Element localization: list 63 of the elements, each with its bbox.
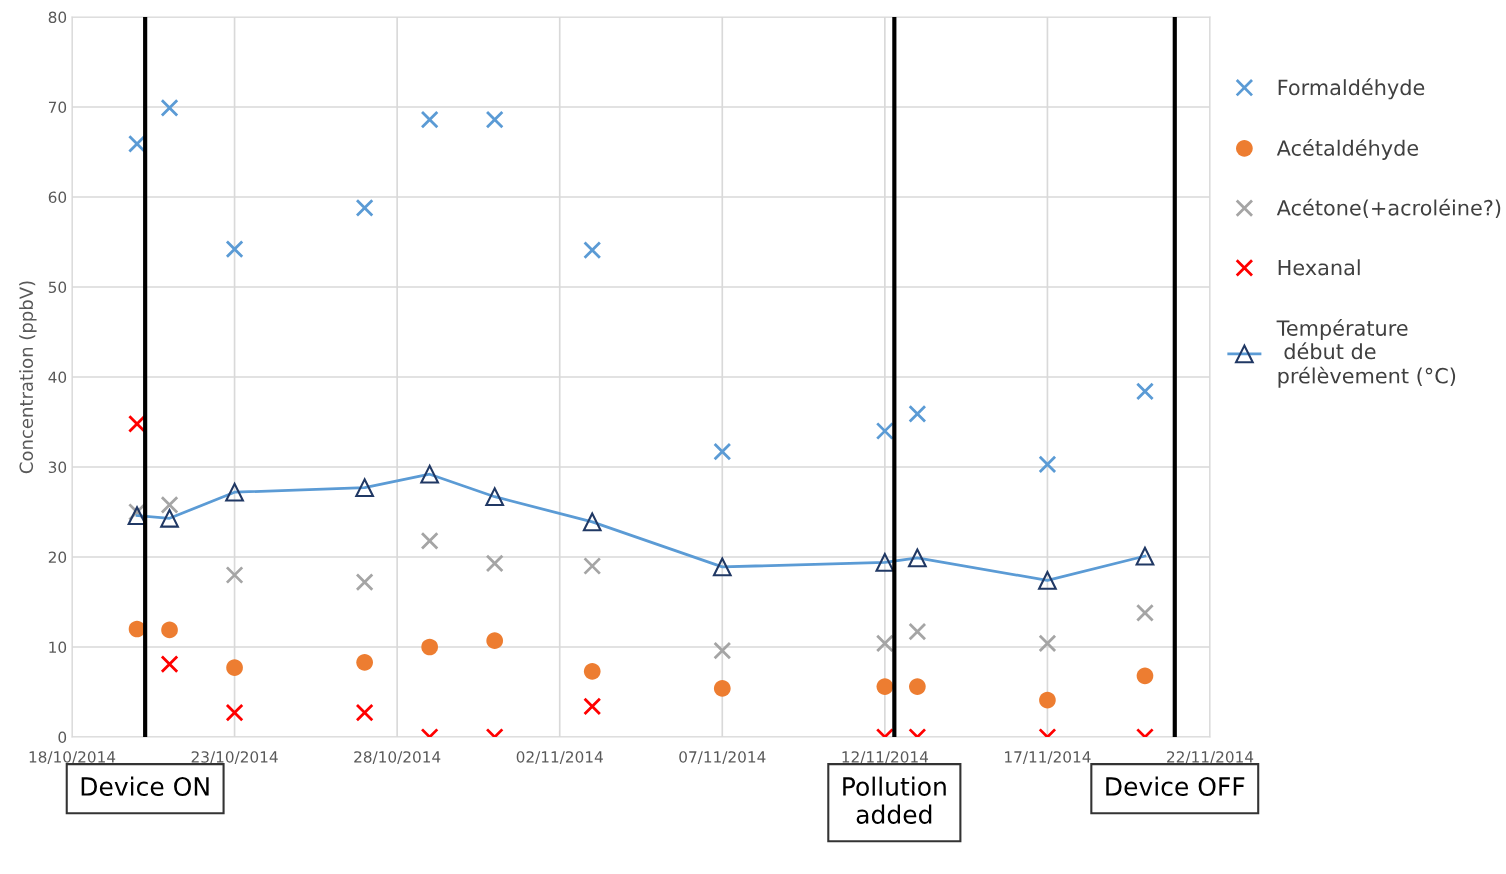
y-axis-title: Concentration (ppbV) bbox=[19, 281, 37, 474]
point bbox=[908, 622, 927, 641]
point bbox=[583, 697, 602, 716]
point bbox=[225, 565, 244, 585]
y-tick-label: 10 bbox=[49, 641, 67, 654]
ref-line-label: Device OFF bbox=[1106, 776, 1245, 796]
point bbox=[583, 662, 601, 680]
point bbox=[355, 703, 374, 722]
x-tick-label: 07/11/2014 bbox=[679, 751, 766, 764]
point bbox=[1039, 691, 1056, 709]
y-tick-label: 80 bbox=[48, 11, 67, 24]
ref-line-label: Device ON bbox=[81, 776, 209, 796]
point bbox=[485, 554, 504, 573]
x-tick-label: 23/10/2014 bbox=[191, 751, 278, 764]
point bbox=[909, 678, 926, 695]
point bbox=[875, 421, 894, 441]
ref-line-label: Pollution added bbox=[843, 776, 946, 824]
point bbox=[420, 110, 439, 129]
point bbox=[1135, 603, 1154, 622]
point bbox=[421, 638, 438, 656]
legend-label: Acétaldéhyde bbox=[1276, 138, 1419, 160]
legend-label: Hexanal bbox=[1278, 259, 1360, 276]
y-tick-label: 20 bbox=[48, 551, 67, 564]
point bbox=[713, 442, 732, 461]
y-tick-label: 0 bbox=[58, 731, 67, 744]
x-tick-label: 18/10/2014 bbox=[29, 751, 116, 764]
point bbox=[161, 621, 178, 639]
point bbox=[713, 641, 732, 660]
point bbox=[583, 241, 602, 260]
point bbox=[225, 703, 244, 722]
legend-label: Température début de prélèvement (°C) bbox=[1276, 319, 1456, 388]
x-tick-label: 17/11/2014 bbox=[1005, 751, 1091, 764]
x-tick-label: 28/10/2014 bbox=[354, 751, 441, 764]
point bbox=[160, 98, 179, 117]
point bbox=[876, 678, 894, 695]
point bbox=[486, 632, 504, 650]
point bbox=[908, 404, 927, 423]
legend-label: Formaldéhyde bbox=[1278, 78, 1425, 100]
point bbox=[1136, 667, 1154, 685]
point bbox=[485, 110, 504, 129]
y-tick-label: 40 bbox=[48, 371, 67, 384]
point bbox=[1038, 455, 1057, 474]
y-tick-label: 30 bbox=[48, 461, 67, 474]
point bbox=[1135, 382, 1154, 401]
point bbox=[1038, 634, 1057, 653]
y-tick-label: 70 bbox=[48, 101, 67, 114]
point bbox=[583, 556, 602, 576]
point bbox=[160, 655, 179, 674]
point bbox=[226, 659, 243, 677]
point bbox=[420, 531, 439, 550]
legend-label: Acétone(+acroléine?) bbox=[1276, 198, 1501, 219]
point bbox=[356, 653, 373, 671]
x-tick-label: 12/11/2014 bbox=[842, 751, 929, 764]
point bbox=[875, 634, 894, 653]
point bbox=[713, 680, 731, 697]
point bbox=[355, 573, 374, 592]
y-tick-label: 50 bbox=[48, 281, 67, 294]
y-tick-label: 60 bbox=[48, 191, 67, 204]
point bbox=[160, 495, 179, 514]
x-tick-label: 02/11/2014 bbox=[516, 751, 603, 764]
point bbox=[355, 198, 374, 217]
x-tick-label: 22/11/2014 bbox=[1167, 751, 1254, 764]
point bbox=[225, 240, 244, 259]
